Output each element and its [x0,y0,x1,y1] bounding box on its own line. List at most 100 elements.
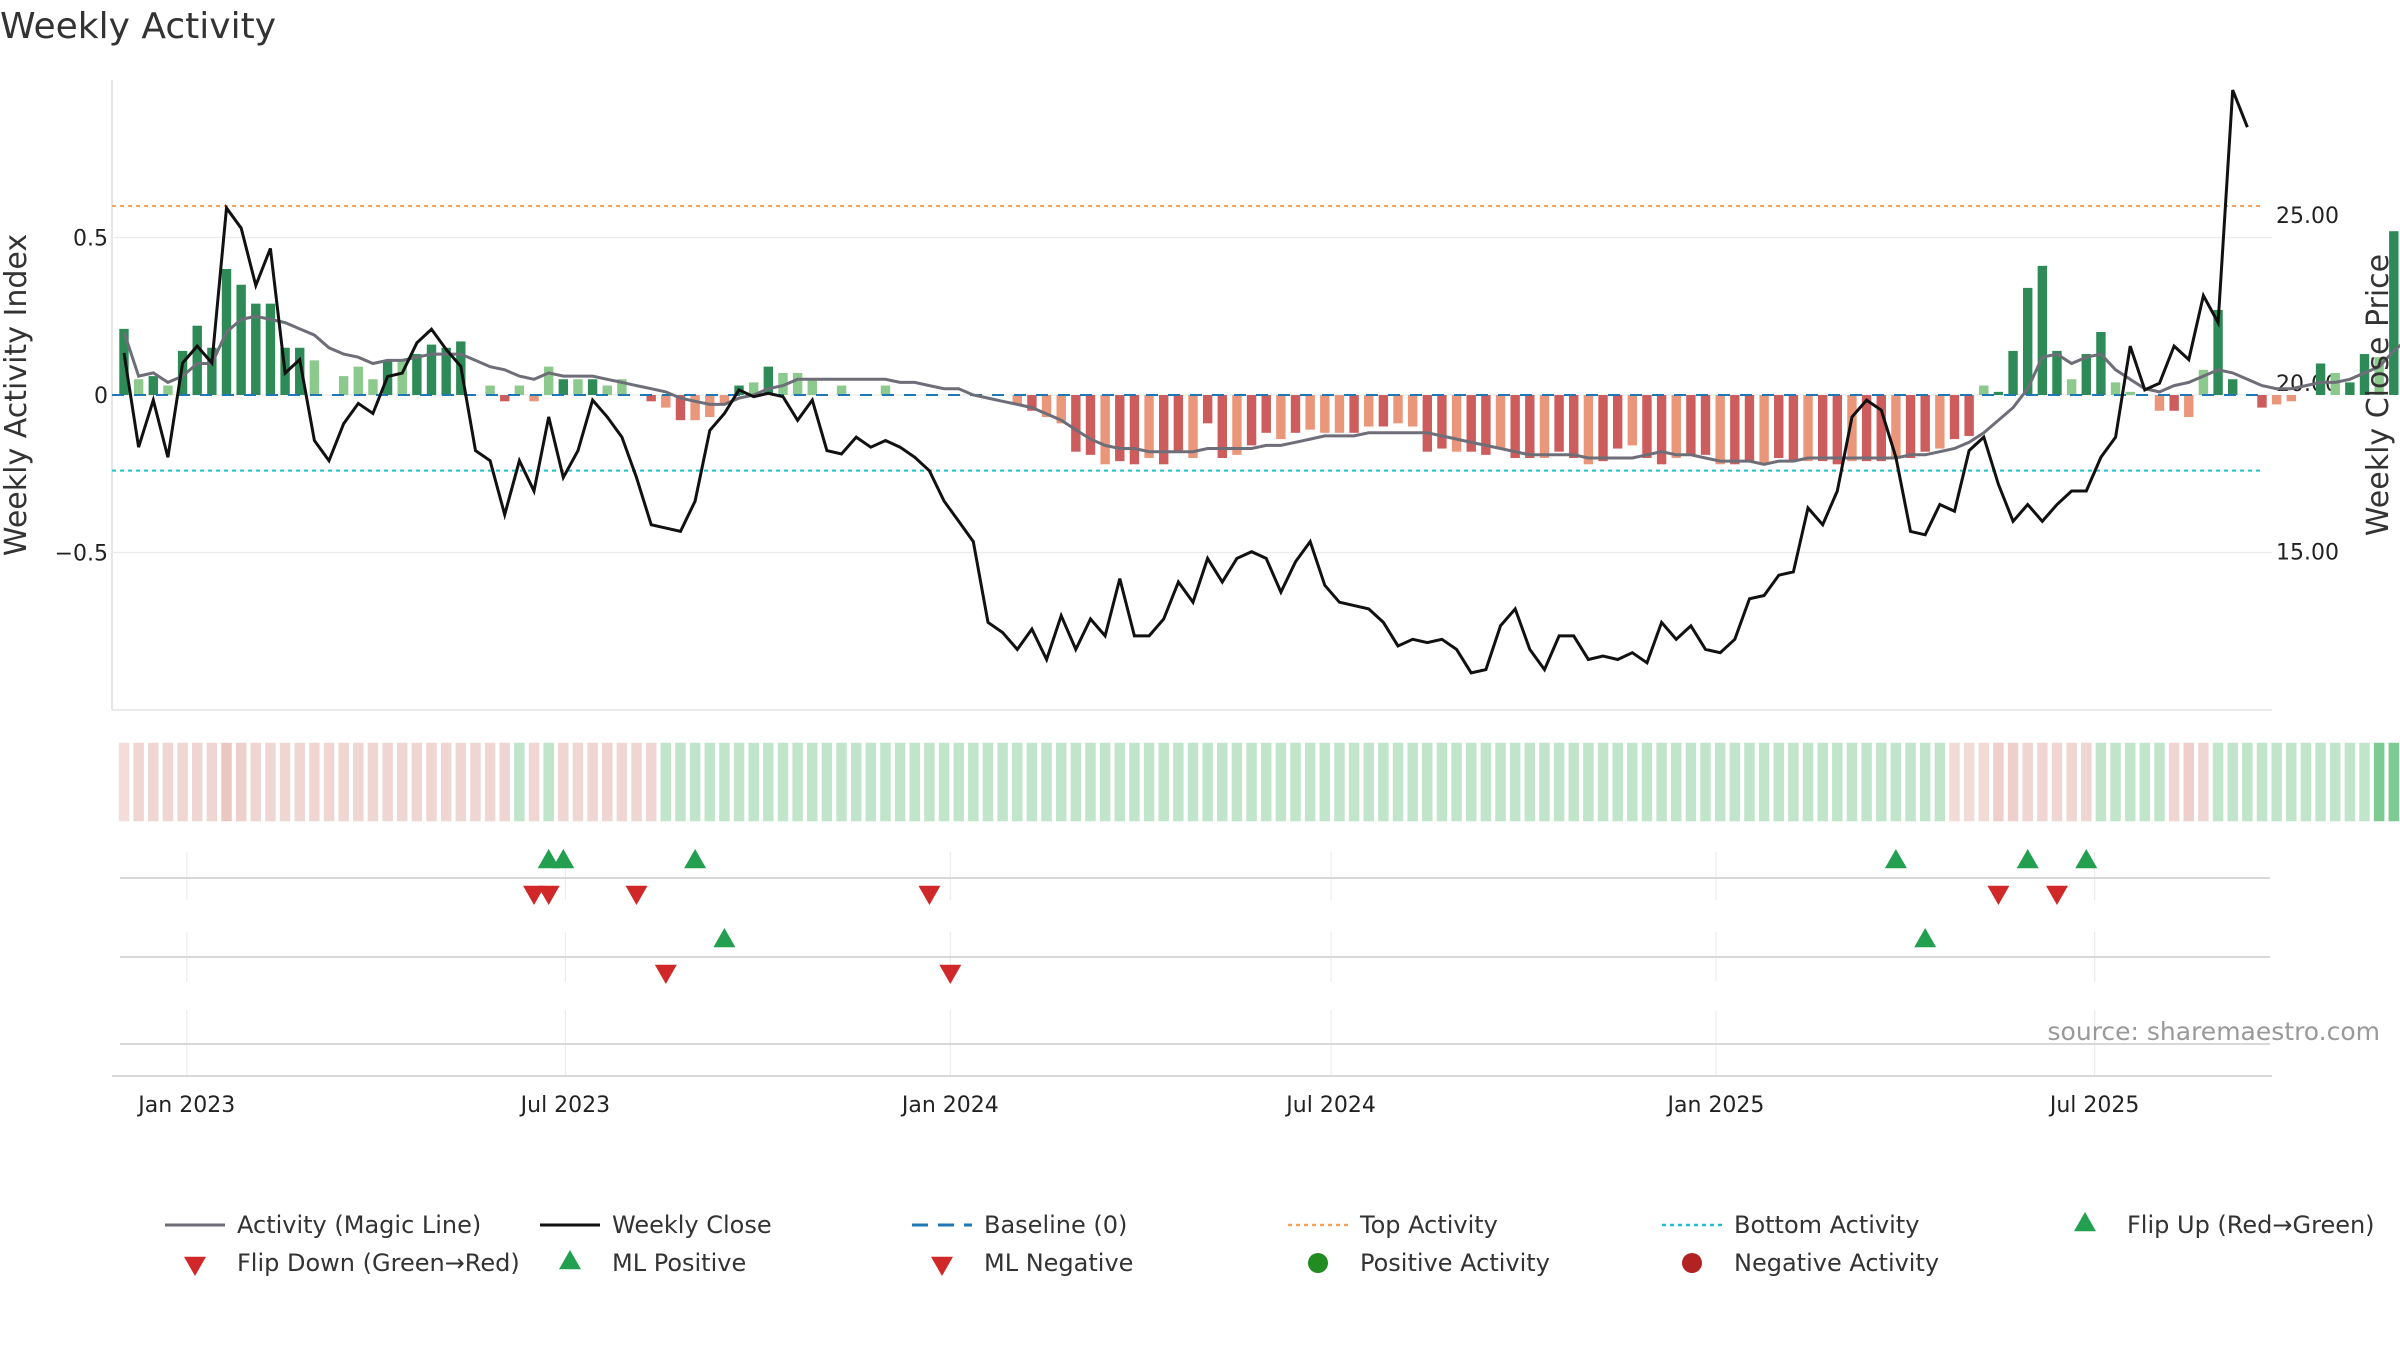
activity-bar [1832,395,1843,465]
activity-bar [2286,395,2296,402]
activity-bar [1100,395,1110,465]
heat-cell [1757,741,1771,823]
flip-down-marker [523,885,546,905]
heat-cell [1156,741,1171,823]
heat-cell [117,741,131,823]
activity-bar [2037,265,2048,395]
heat-cell [1303,741,1317,823]
activity-bar [1979,385,1989,395]
heat-cell [629,741,644,823]
activity-bar [1320,395,1330,433]
activity-bar [1495,395,1506,449]
heat-cell [1537,741,1552,823]
activity-bar [1261,395,1271,433]
legend-triangle-down-icon [931,1256,953,1276]
heat-cell [1025,741,1039,823]
activity-bar [2213,309,2223,395]
heat-cell [732,741,746,823]
heat-cell [292,741,307,823]
flip-up-marker [2016,849,2039,869]
heat-cell [951,741,966,823]
heat-cell [615,741,629,823]
y-right-tick-label: 15.00 [2276,541,2339,566]
heat-cell [1508,741,1522,823]
heat-cell [761,741,776,823]
activity-bar [880,385,891,395]
activity-bar [1451,395,1462,452]
activity-bar [1349,395,1359,433]
heat-cell [1054,741,1068,823]
heat-cell [190,741,204,823]
heat-cell [1420,741,1435,823]
activity-bar [2198,369,2209,395]
heat-cell [2108,741,2123,823]
heat-cell [1098,741,1112,823]
heat-cell [2138,741,2152,823]
activity-bar [2022,287,2033,395]
heat-cell [205,741,219,823]
heat-cell [131,741,146,823]
legend-circle-icon [1308,1253,1328,1273]
flip-up-marker [552,849,575,869]
activity-bar [163,385,173,395]
activity-bar [1788,395,1799,462]
activity-bar [558,379,569,395]
heat-cell [497,741,512,823]
activity-bar [1583,395,1594,465]
empty-panel [120,1010,2270,1076]
heat-cell [849,741,863,823]
heat-cell [864,741,878,823]
heat-cell [1318,741,1332,823]
activity-bar [807,379,817,395]
heat-cell [1815,741,1830,823]
heat-cell [2079,741,2094,823]
legend-triangle-up-icon [2074,1212,2096,1232]
activity-bar [207,347,217,395]
activity-bar [1876,395,1886,462]
heat-cell [805,741,820,823]
heat-cell [1127,741,1142,823]
activity-bar [1993,391,2004,395]
heat-cell [1933,741,1947,823]
activity-bar [1290,395,1301,433]
activity-bar [1817,395,1828,462]
source-text: source: sharemaestro.com [2048,1017,2381,1046]
activity-bar [2330,372,2340,395]
heat-cell [937,741,951,823]
heat-cell [424,741,439,823]
heat-cell [2269,741,2284,823]
activity-bar [1188,395,1198,458]
activity-bar [646,395,656,402]
flip-down-marker [1987,885,2010,905]
heat-cell [981,741,995,823]
activity-bar [661,395,671,408]
activity-bar [1115,395,1125,462]
heat-cell [1069,741,1083,823]
heat-cell [1977,741,1991,823]
heat-cell [439,741,453,823]
x-tick-label: Jul 2024 [1284,1093,1376,1118]
heat-cell [1039,741,1054,823]
heat-cell [541,741,556,823]
activity-bar [2052,350,2062,395]
activity-bar [1027,395,1037,411]
activity-bar [1891,395,1901,458]
legend-label: Activity (Magic Line) [237,1211,481,1239]
heat-cell [395,741,409,823]
activity-bar [236,284,246,395]
heat-cell [483,741,497,823]
activity-bar [2271,395,2282,405]
heat-cell [1684,741,1698,823]
activity-bar [1437,395,1447,449]
y-left-tick-label: −0.5 [55,542,108,567]
activity-bar [1159,395,1169,465]
heat-strip [117,741,2400,823]
activity-bar [1071,395,1081,452]
heat-cell [380,741,395,823]
activity-bar [1422,395,1433,452]
heat-cell [1772,741,1786,823]
heat-cell [1801,741,1815,823]
activity-bar [177,350,188,395]
